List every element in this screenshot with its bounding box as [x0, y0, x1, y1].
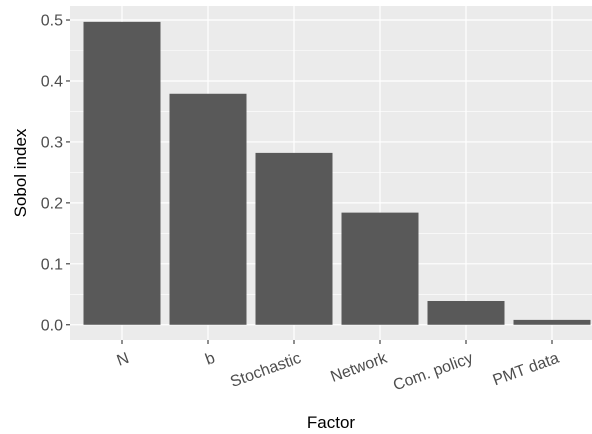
x-tick-label: Network — [328, 349, 390, 385]
y-tick-label: 0.4 — [41, 73, 63, 90]
y-tick-label: 0.1 — [41, 256, 63, 273]
bar — [169, 93, 247, 325]
bar — [341, 212, 419, 325]
y-tick-label: 0.5 — [41, 13, 63, 30]
y-tick-label: 0.3 — [41, 134, 63, 151]
bar — [255, 152, 333, 325]
x-tick-label: b — [203, 350, 217, 369]
y-tick-label: 0.0 — [41, 317, 63, 334]
x-axis-title: Factor — [307, 413, 356, 432]
x-tick-label: PMT data — [491, 350, 562, 390]
bar — [427, 300, 505, 325]
x-tick-label: Com. policy — [391, 350, 475, 395]
bars — [83, 21, 591, 325]
y-tick-label: 0.2 — [41, 195, 63, 212]
x-tick-label: N — [115, 350, 132, 370]
bar — [513, 319, 591, 325]
y-axis: 0.0 0.1 0.2 0.3 0.4 0.5 — [41, 13, 70, 334]
x-tick-label: Stochastic — [228, 350, 303, 391]
y-axis-title: Sobol index — [11, 128, 30, 217]
bar — [83, 21, 161, 325]
